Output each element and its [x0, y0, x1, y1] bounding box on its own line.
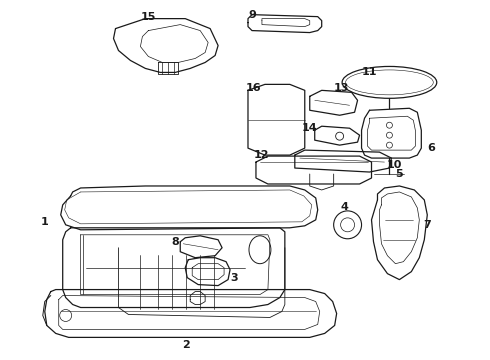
Text: 16: 16: [246, 84, 262, 93]
Text: 14: 14: [302, 123, 318, 133]
Text: 2: 2: [182, 340, 190, 350]
Text: 12: 12: [254, 150, 270, 160]
Text: 3: 3: [230, 273, 238, 283]
Text: 5: 5: [395, 169, 403, 179]
Text: 8: 8: [172, 237, 179, 247]
Text: 4: 4: [341, 202, 348, 212]
Text: 6: 6: [427, 143, 435, 153]
Text: 1: 1: [41, 217, 49, 227]
Text: 13: 13: [334, 84, 349, 93]
Text: 11: 11: [362, 67, 377, 77]
Text: 10: 10: [387, 160, 402, 170]
Text: 7: 7: [423, 220, 431, 230]
Text: 9: 9: [248, 10, 256, 20]
Text: 15: 15: [141, 12, 156, 22]
